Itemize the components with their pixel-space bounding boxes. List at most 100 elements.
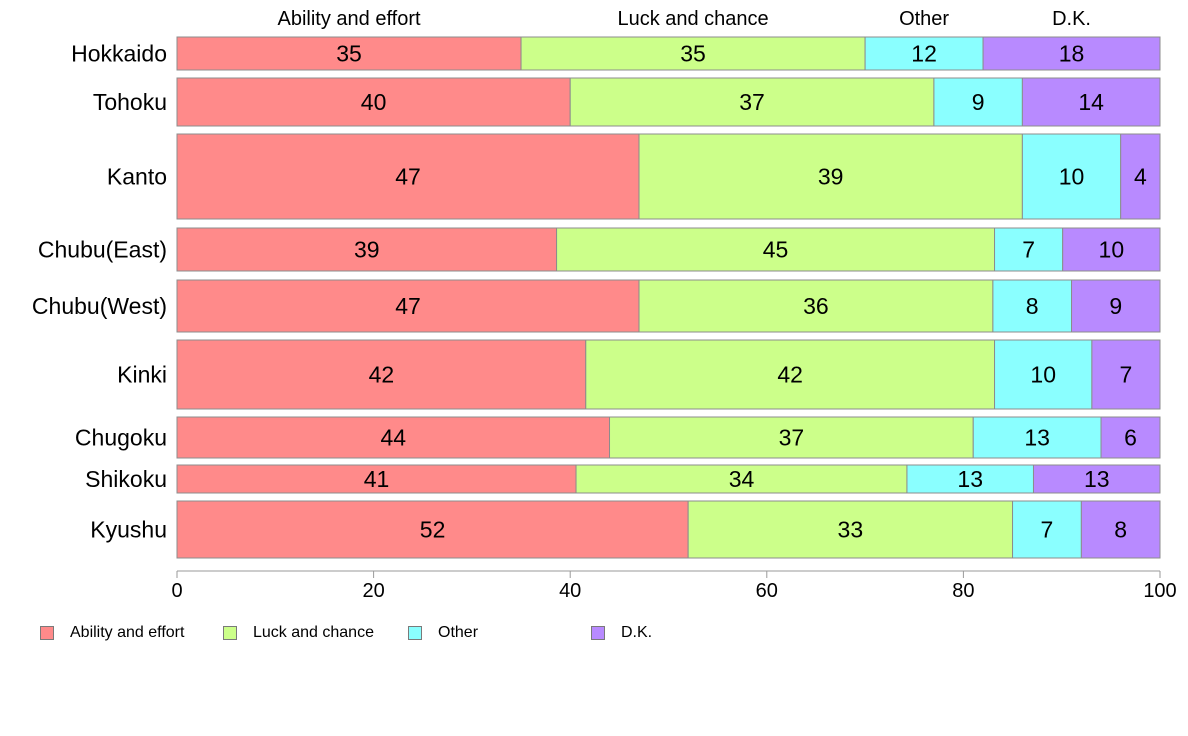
data-label-kinki-other: 10 [1030,362,1056,388]
data-label-tohoku-other: 9 [972,89,985,115]
bar-segment-shikoku-ability-and-effort [176,464,577,494]
bar-segment-chubu-west-ability-and-effort [176,279,640,333]
data-label-kyushu-ability-and-effort: 52 [420,517,446,543]
bar-rows: 35 35 12 18 40 37 9 14 47 39 10 4 39 45 7 10 47 36 8 9 42 42 1… [176,36,1161,559]
bar-segment-tohoku-ability-and-effort [176,77,571,127]
x-tick-label: 100 [1143,580,1176,600]
x-tick-label: 20 [362,580,384,600]
bar-segment-hokkaido-ability-and-effort [176,36,522,71]
data-label-chubu-west-luck-and-chance: 36 [803,293,829,319]
data-label-kyushu-d-k: 8 [1114,517,1127,543]
data-label-chubu-west-other: 8 [1026,293,1039,319]
series-header-ability-and-effort: Ability and effort [278,8,421,30]
bar-segment-hokkaido-other [864,36,984,71]
legend-swatch-dk [591,626,605,640]
bar-segment-chugoku-other [972,416,1102,459]
legend-item-other: Other [408,624,478,642]
data-label-chugoku-luck-and-chance: 37 [779,425,805,451]
legend-item-ability-and-effort: Ability and effort [40,624,184,642]
bar-row-hokkaido: 35 35 12 18 [176,36,1161,71]
legend-item-luck-and-chance: Luck and chance [223,624,374,642]
data-label-chubu-east-d-k: 10 [1099,237,1125,263]
data-label-chugoku-d-k: 6 [1124,425,1137,451]
bar-segment-shikoku-d-k [1032,464,1161,494]
bar-row-chugoku: 44 37 13 6 [176,416,1161,459]
data-label-shikoku-d-k: 13 [1084,466,1110,492]
data-label-shikoku-other: 13 [957,466,983,492]
category-labels: Hokkaido Tohoku Kanto Chubu(East) Chubu(West… [32,41,167,543]
bar-segment-chubu-east-luck-and-chance [556,227,996,272]
legend-swatch-other [408,626,422,640]
data-label-kinki-ability-and-effort: 42 [369,362,395,388]
bar-segment-chubu-west-luck-and-chance [638,279,994,333]
legend-swatch-ability-and-effort [40,626,54,640]
bar-segment-hokkaido-d-k [982,36,1161,71]
data-label-kanto-other: 10 [1059,164,1085,190]
bar-segment-kyushu-luck-and-chance [687,500,1014,559]
legend: Ability and effort Luck and chance Other… [40,624,800,646]
series-header-other: Other [899,8,949,30]
data-label-chubu-east-ability-and-effort: 39 [354,237,380,263]
data-label-shikoku-luck-and-chance: 34 [729,466,755,492]
bar-segment-kyushu-other [1012,500,1082,559]
bar-segment-kyushu-d-k [1080,500,1161,559]
bar-segment-shikoku-other [906,464,1034,494]
bar-segment-kinki-other [994,339,1093,410]
category-label-kanto: Kanto [107,164,167,190]
data-label-chubu-west-ability-and-effort: 47 [395,293,421,319]
category-label-hokkaido: Hokkaido [71,41,167,67]
data-label-chubu-west-d-k: 9 [1109,293,1122,319]
legend-label-other: Other [438,624,479,641]
bar-segment-tohoku-other [933,77,1023,127]
legend-item-dk: D.K. [591,624,652,642]
data-label-kanto-d-k: 4 [1134,164,1147,190]
bar-segment-chubu-west-d-k [1071,279,1161,333]
legend-label-ability-and-effort: Ability and effort [70,624,185,641]
data-label-shikoku-ability-and-effort: 41 [364,466,390,492]
bar-segment-chubu-west-other [992,279,1073,333]
category-label-tohoku: Tohoku [93,89,167,115]
category-label-chubu-west: Chubu(West) [32,293,167,319]
legend-swatch-luck-and-chance [223,626,237,640]
bar-segment-chubu-east-ability-and-effort [176,227,558,272]
category-label-chugoku: Chugoku [75,425,167,451]
data-label-kanto-luck-and-chance: 39 [818,164,844,190]
data-label-hokkaido-luck-and-chance: 35 [680,41,706,67]
bar-segment-tohoku-luck-and-chance [569,77,935,127]
legend-label-dk: D.K. [621,624,653,641]
bar-segment-kanto-d-k [1120,133,1161,220]
data-label-kanto-ability-and-effort: 47 [395,164,421,190]
bar-segment-hokkaido-luck-and-chance [520,36,866,71]
bar-segment-kinki-luck-and-chance [585,339,996,410]
data-label-kinki-luck-and-chance: 42 [777,362,803,388]
data-label-hokkaido-other: 12 [911,41,937,67]
bar-row-chubu-west: 47 36 8 9 [176,279,1161,333]
x-tick-label: 0 [171,580,182,600]
x-tick-label: 80 [952,580,974,600]
x-tick-label: 60 [756,580,778,600]
data-label-kinki-d-k: 7 [1120,362,1133,388]
data-label-chugoku-ability-and-effort: 44 [380,425,406,451]
bar-row-chubu-east: 39 45 7 10 [176,227,1161,272]
series-header-luck-and-chance: Luck and chance [617,8,768,30]
legend-label-luck-and-chance: Luck and chance [253,624,374,641]
data-label-chubu-east-other: 7 [1022,237,1035,263]
category-label-shikoku: Shikoku [85,466,167,492]
data-label-kyushu-other: 7 [1041,517,1054,543]
data-label-tohoku-d-k: 14 [1078,89,1104,115]
category-label-kyushu: Kyushu [90,517,167,543]
x-axis: 0 20 40 60 80 100 [171,570,1177,600]
bar-row-shikoku: 41 34 13 13 [176,464,1161,494]
stacked-bar-chart: Ability and effort Luck and chance Other D.… [32,8,1177,600]
category-label-kinki: Kinki [117,362,167,388]
bar-segment-chubu-east-d-k [1062,227,1161,272]
category-label-chubu-east: Chubu(East) [38,237,167,263]
data-label-hokkaido-d-k: 18 [1059,41,1085,67]
data-label-tohoku-luck-and-chance: 37 [739,89,765,115]
bar-row-kanto: 47 39 10 4 [176,133,1161,220]
bar-segment-chugoku-ability-and-effort [176,416,611,459]
bar-segment-chugoku-d-k [1100,416,1161,459]
bar-segment-kanto-luck-and-chance [638,133,1023,220]
data-label-hokkaido-ability-and-effort: 35 [336,41,362,67]
bar-segment-tohoku-d-k [1021,77,1161,127]
